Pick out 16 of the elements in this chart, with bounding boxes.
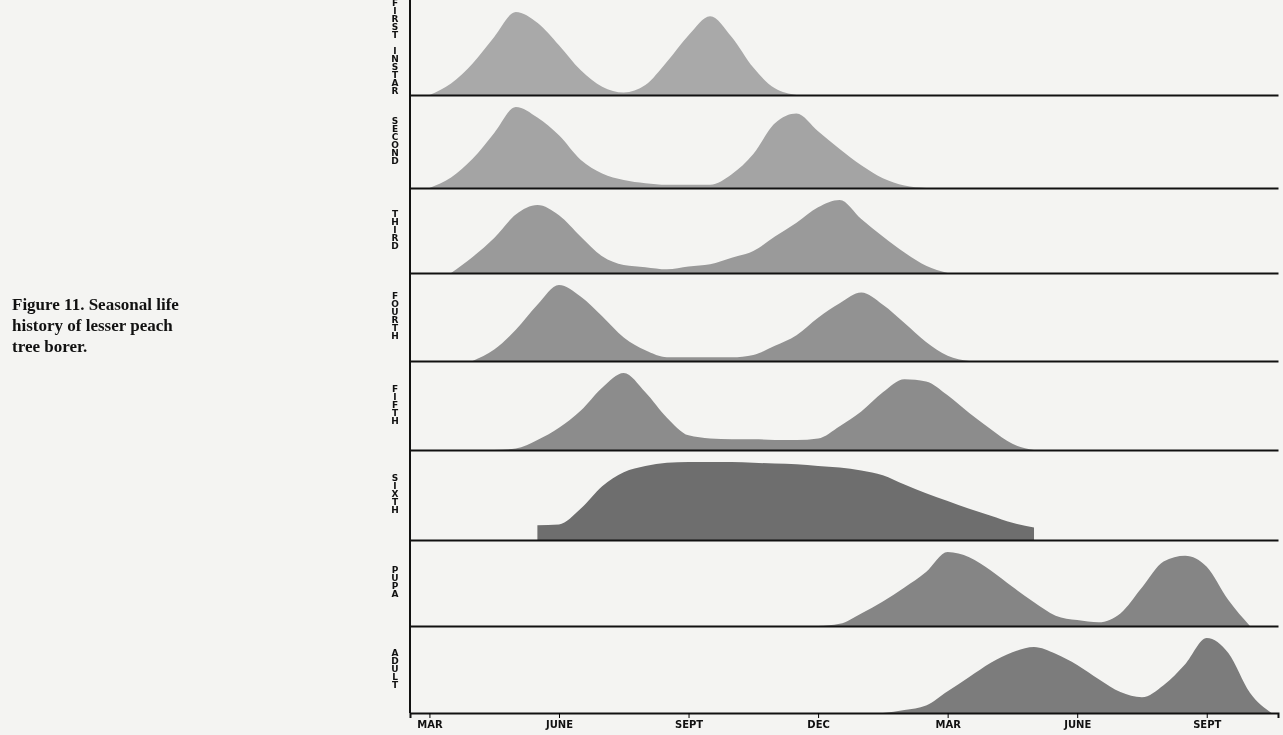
text: ADULT — [391, 647, 399, 690]
x-tick-label: JUNE — [1063, 719, 1092, 731]
x-tick-label: SEPT — [1193, 719, 1222, 731]
x-tick-label: DEC — [807, 719, 830, 731]
text: SIXTH — [391, 473, 399, 516]
text: FIFTH — [391, 383, 399, 426]
text: FOURTH — [391, 291, 400, 342]
x-tick-label: MAR — [935, 719, 962, 731]
chart-title: FIRST INSTAR — [391, 0, 399, 96]
text: THIRD — [391, 208, 399, 251]
x-tick-label: SEPT — [674, 719, 704, 731]
x-tick-label: MAR — [417, 719, 443, 731]
x-tick-label: JUNE — [544, 719, 574, 731]
text: PUPA — [391, 565, 399, 600]
caption: Figure 11. Seasonal life history of lesser peach tree borer. — [12, 295, 180, 356]
text: SECOND — [391, 115, 400, 166]
